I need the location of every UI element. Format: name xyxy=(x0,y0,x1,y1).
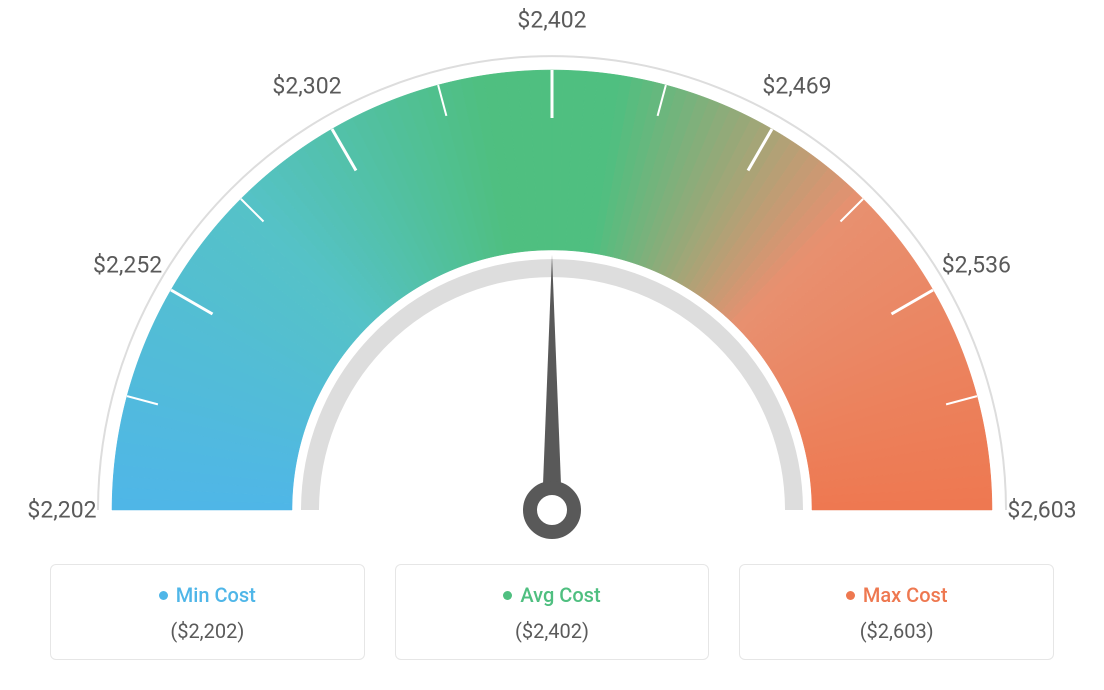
max-cost-title-text: Max Cost xyxy=(863,583,948,607)
gauge-tick-label: $2,302 xyxy=(272,72,341,99)
gauge-tick-label: $2,252 xyxy=(93,252,162,279)
max-cost-value: ($2,603) xyxy=(760,619,1033,643)
gauge-svg xyxy=(0,0,1104,560)
avg-cost-card: Avg Cost ($2,402) xyxy=(395,564,710,660)
max-cost-card: Max Cost ($2,603) xyxy=(739,564,1054,660)
min-cost-title-text: Min Cost xyxy=(176,583,256,607)
chart-container: $2,202 $2,252 $2,302 $2,402 $2,469 $2,536 $2,6… xyxy=(0,0,1104,690)
gauge-tick-label: $2,202 xyxy=(27,497,96,524)
min-cost-value: ($2,202) xyxy=(71,619,344,643)
min-cost-title: Min Cost xyxy=(71,583,344,607)
gauge-tick-label: $2,603 xyxy=(1007,497,1076,524)
avg-cost-dot-icon xyxy=(503,591,512,600)
gauge-tick-label: $2,536 xyxy=(942,252,1011,279)
avg-cost-value: ($2,402) xyxy=(416,619,689,643)
gauge-tick-label: $2,402 xyxy=(517,7,586,34)
max-cost-dot-icon xyxy=(846,591,855,600)
avg-cost-title: Avg Cost xyxy=(416,583,689,607)
gauge-chart: $2,202 $2,252 $2,302 $2,402 $2,469 $2,536 $2,6… xyxy=(0,0,1104,560)
avg-cost-title-text: Avg Cost xyxy=(520,583,600,607)
min-cost-dot-icon xyxy=(159,591,168,600)
min-cost-card: Min Cost ($2,202) xyxy=(50,564,365,660)
max-cost-title: Max Cost xyxy=(760,583,1033,607)
cost-cards-row: Min Cost ($2,202) Avg Cost ($2,402) Max … xyxy=(50,564,1054,660)
gauge-tick-label: $2,469 xyxy=(762,72,831,99)
